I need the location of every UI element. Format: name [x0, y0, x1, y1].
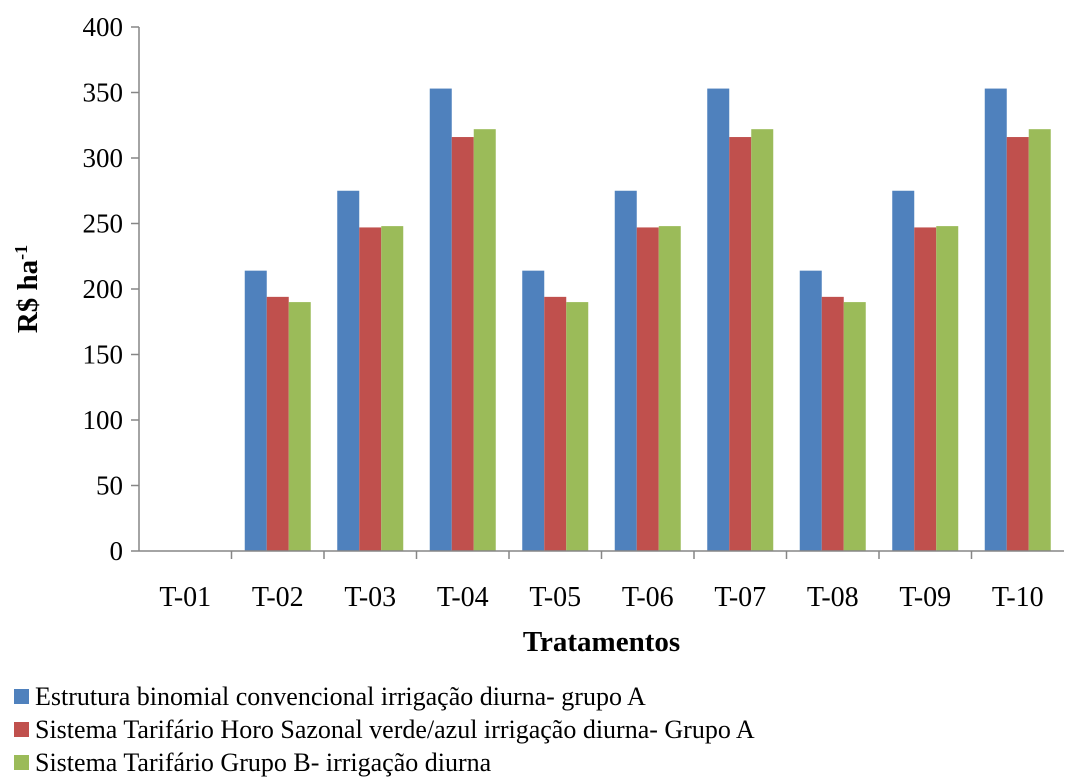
y-axis-title: R$ ha-1 [11, 245, 44, 333]
bars-layer [244, 88, 1051, 552]
bar-series-1-T-05 [522, 270, 545, 551]
x-tick-label: T-06 [622, 582, 674, 613]
bar-series-1-T-04 [429, 88, 452, 551]
legend-swatch [14, 755, 29, 770]
y-tick-label: 0 [110, 536, 124, 566]
legend: Estrutura binomial convencional irrigaçã… [14, 680, 755, 779]
x-tick-label: T-09 [899, 582, 951, 613]
x-tick-label: T-08 [807, 582, 859, 613]
bar-series-2-T-10 [1006, 137, 1029, 552]
bar-series-2-T-06 [636, 227, 659, 551]
y-tick-label: 200 [83, 274, 124, 304]
legend-label: Sistema Tarifário Grupo B- irrigação diu… [35, 748, 492, 777]
y-tick-label: 250 [83, 209, 124, 239]
bar-series-3-T-03 [381, 226, 404, 551]
y-tick-label: 150 [83, 340, 124, 370]
x-tick-label: T-07 [714, 582, 766, 613]
bar-series-1-T-07 [707, 88, 730, 551]
bar-series-2-T-08 [821, 296, 844, 551]
x-tick-label: T-05 [529, 582, 581, 613]
bar-series-3-T-02 [288, 302, 311, 551]
y-axis-title-main: R$ ha [12, 259, 44, 333]
legend-swatch [14, 689, 29, 704]
bar-series-2-T-03 [359, 227, 382, 551]
legend-label: Estrutura binomial convencional irrigaçã… [35, 682, 646, 711]
bar-series-1-T-02 [244, 270, 267, 551]
bar-series-2-T-04 [451, 137, 474, 552]
x-tick-label: T-02 [252, 582, 304, 613]
bar-series-2-T-09 [914, 227, 937, 551]
x-ticks: T-01 T-02 T-03 T-04 T-05 T-06 T-07 T-08 T-09 T-10 [159, 551, 1044, 613]
bar-series-1-T-06 [614, 190, 637, 551]
bar-series-2-T-02 [266, 296, 289, 551]
y-axis-title-superscript: -1 [11, 245, 31, 260]
legend-item-1: Estrutura binomial convencional irrigaçã… [14, 680, 755, 713]
y-tick-label: 400 [83, 12, 124, 42]
x-axis-title: Tratamentos [523, 626, 680, 658]
y-tick-label: 50 [96, 471, 123, 501]
legend-item-3: Sistema Tarifário Grupo B- irrigação diu… [14, 746, 755, 779]
x-tick-label: T-01 [159, 582, 211, 613]
bar-series-1-T-03 [337, 190, 360, 551]
bar-series-2-T-07 [729, 137, 752, 552]
y-ticks: 0 50 100 150 200 250 300 350 400 [83, 12, 139, 566]
x-tick-label: T-03 [344, 582, 396, 613]
legend-swatch [14, 722, 29, 737]
x-tick-label: T-04 [437, 582, 489, 613]
y-tick-label: 300 [83, 143, 124, 173]
bar-series-3-T-10 [1028, 129, 1051, 551]
bar-series-3-T-05 [566, 302, 589, 551]
bar-series-1-T-10 [984, 88, 1007, 551]
x-tick-label: T-10 [992, 582, 1044, 613]
bar-series-1-T-09 [892, 190, 915, 551]
bar-series-3-T-06 [658, 226, 681, 551]
legend-item-2: Sistema Tarifário Horo Sazonal verde/azu… [14, 713, 755, 746]
bar-series-1-T-08 [799, 270, 822, 551]
bar-series-3-T-09 [936, 226, 959, 551]
bar-series-3-T-04 [473, 129, 496, 551]
y-tick-label: 350 [83, 78, 124, 108]
legend-label: Sistema Tarifário Horo Sazonal verde/azu… [35, 715, 755, 744]
bar-series-3-T-07 [751, 129, 774, 551]
y-tick-label: 100 [83, 405, 124, 435]
bar-series-3-T-08 [843, 302, 866, 551]
bar-series-2-T-05 [544, 296, 567, 551]
